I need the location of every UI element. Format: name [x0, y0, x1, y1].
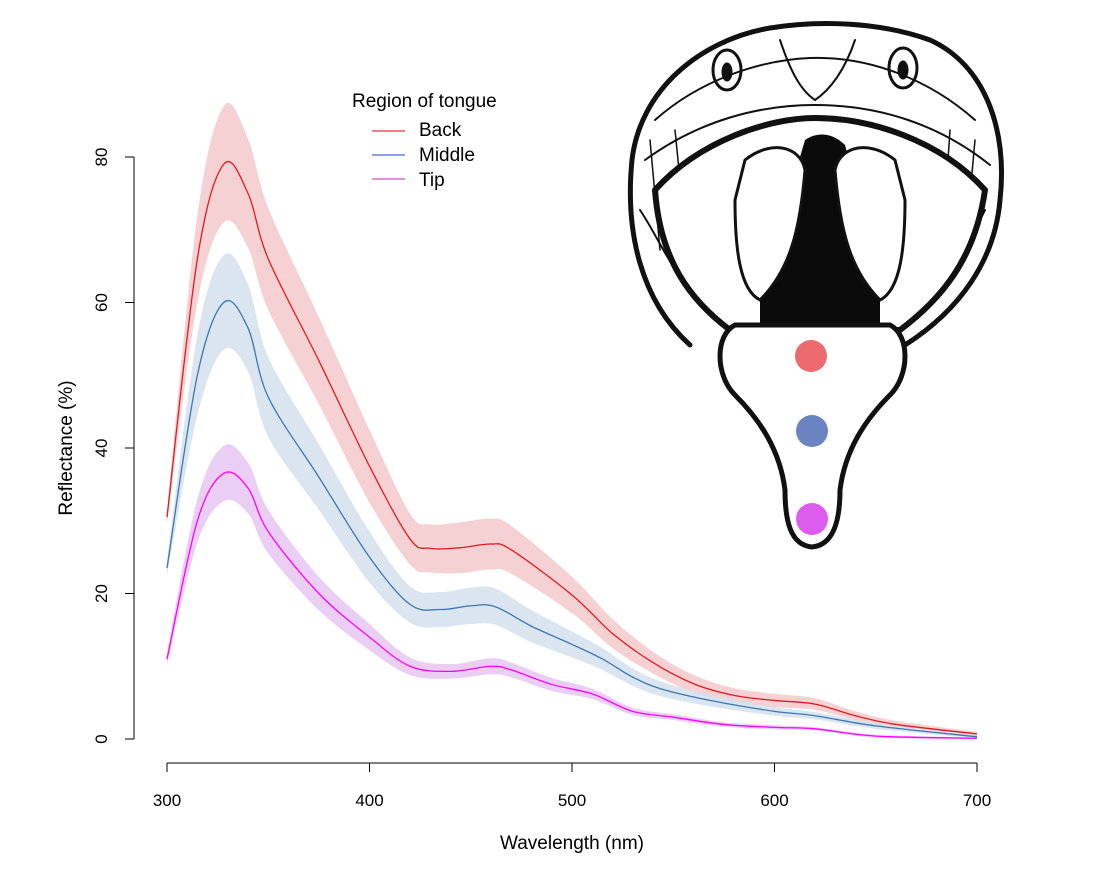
y-axis-title: Reflectance (%) — [56, 380, 77, 515]
legend-title: Region of tongue — [352, 91, 497, 112]
tip-region-dot — [796, 503, 828, 535]
ticks: 300 400 500 600 700 0 20 40 60 80 — [92, 148, 991, 810]
legend: Region of tongue Back Middle Tip — [352, 91, 497, 191]
x-tick-label: 500 — [558, 791, 586, 810]
y-tick-label: 0 — [92, 734, 111, 743]
back-region-dot — [795, 340, 827, 372]
y-tick-label: 40 — [92, 439, 111, 458]
y-tick-label: 80 — [92, 148, 111, 167]
y-tick-label: 20 — [92, 584, 111, 603]
series-line-middle — [166, 300, 978, 738]
x-tick-label: 400 — [355, 791, 383, 810]
series-lines — [166, 161, 978, 739]
snake-head-illustration — [627, 21, 1005, 550]
x-axis-title: Wavelength (nm) — [500, 833, 644, 854]
y-tick-label: 60 — [92, 293, 111, 312]
confidence-bands — [167, 102, 977, 739]
x-tick-label: 600 — [760, 791, 788, 810]
legend-label-middle: Middle — [419, 145, 475, 166]
x-tick-label: 700 — [963, 791, 991, 810]
ci-band-tip — [167, 444, 977, 739]
series-line-back — [166, 161, 978, 735]
legend-label-back: Back — [419, 120, 462, 141]
ci-band-back — [167, 102, 977, 737]
x-tick-label: 300 — [153, 791, 181, 810]
middle-region-dot — [796, 415, 828, 447]
series-line-tip — [166, 471, 978, 739]
legend-label-tip: Tip — [419, 170, 445, 191]
ci-band-middle — [167, 253, 977, 739]
